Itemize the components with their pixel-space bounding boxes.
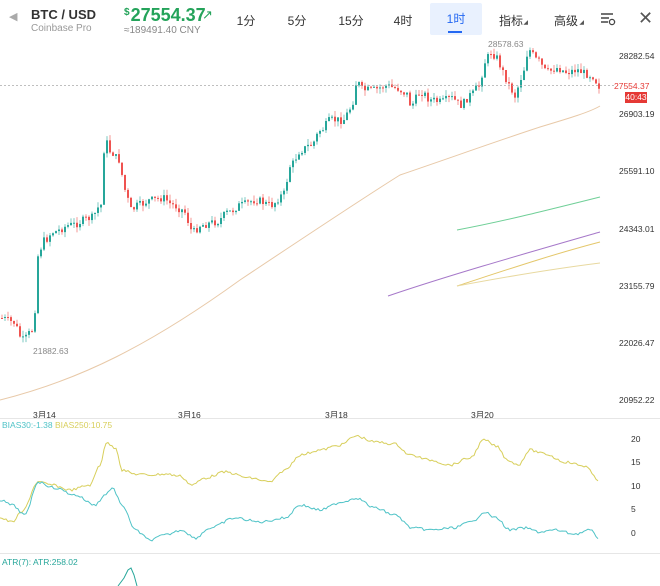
trend-up-icon: ↗ <box>202 7 213 22</box>
price-currency: $ <box>124 7 130 18</box>
pair-title: BTC / USD <box>31 7 96 22</box>
x-axis-label: 3月18 <box>325 410 348 420</box>
y-axis-label: 26903.19 <box>619 109 655 119</box>
atr-legend: ATR(7): ATR:258.02 <box>2 557 78 567</box>
bias-axis-label: 0 <box>631 528 636 538</box>
low-price-label: 21882.63 <box>33 346 69 356</box>
y-axis-label: 24343.01 <box>619 224 655 234</box>
tab-label: 指标 <box>498 14 523 28</box>
atr-indicator-chart[interactable] <box>0 566 615 586</box>
price-value: 27554.37 <box>130 5 206 25</box>
high-price-label: 28578.63 <box>488 39 524 49</box>
x-axis-label: 3月20 <box>471 410 494 420</box>
bias250-label: BIAS250:10.75 <box>54 420 113 430</box>
active-tab-indicator <box>448 31 462 33</box>
x-axis-label: 3月14 <box>33 410 56 420</box>
tab-15m[interactable]: 15分 <box>334 12 368 36</box>
bias30-label: BIAS30:-1.38 <box>2 420 53 430</box>
tab-advanced[interactable]: 高级 ◢ <box>548 12 584 36</box>
chart-settings-icon[interactable] <box>600 11 616 27</box>
y-axis-label: 20952.22 <box>619 395 655 405</box>
dropdown-triangle-icon: ◢ <box>579 20 584 26</box>
bias-indicator-chart[interactable] <box>0 430 615 550</box>
tab-label: 4时 <box>393 14 413 28</box>
y-axis-label: 23155.79 <box>619 281 655 291</box>
current-price-tag-value: 27554.37 <box>614 81 650 91</box>
bias-legend: BIAS30:-1.38 BIAS250:10.75 <box>2 420 112 430</box>
dropdown-triangle-icon: ◢ <box>523 20 528 26</box>
pane-divider <box>0 553 660 554</box>
bias-axis-label: 20 <box>631 434 641 444</box>
pane-divider <box>0 418 660 419</box>
current-price-tag: 27554.37 40:43 <box>614 80 660 103</box>
header-bar: ◀ BTC / USD Coinbase Pro $27554.37 ↗ ≈18… <box>0 0 660 42</box>
tab-label: 1分 <box>236 14 256 28</box>
cny-price: ≈189491.40 CNY <box>124 25 201 36</box>
bias-axis-label: 10 <box>631 481 641 491</box>
candle-countdown: 40:43 <box>625 92 647 103</box>
close-icon[interactable]: ✕ <box>638 8 654 28</box>
candlestick-chart[interactable] <box>0 42 615 404</box>
x-axis-label: 3月16 <box>178 410 201 420</box>
tab-1m[interactable]: 1分 <box>232 12 260 36</box>
tab-1h[interactable]: 1时 <box>430 3 482 35</box>
y-axis-label: 28282.54 <box>619 51 655 61</box>
tab-label: 高级 <box>553 14 578 28</box>
bias-axis-label: 5 <box>631 504 636 514</box>
bias-axis-label: 15 <box>631 457 641 467</box>
y-axis-label: 22026.47 <box>619 338 655 348</box>
tab-5m[interactable]: 5分 <box>282 12 312 36</box>
tab-4h[interactable]: 4时 <box>388 12 418 36</box>
tab-label: 5分 <box>287 14 307 28</box>
back-icon[interactable]: ◀ <box>9 11 18 23</box>
tab-label: 15分 <box>338 14 364 28</box>
tab-label: 1时 <box>446 12 466 26</box>
current-price: $27554.37 <box>124 5 206 26</box>
tab-indicators[interactable]: 指标 ◢ <box>494 12 528 36</box>
exchange-name: Coinbase Pro <box>31 23 92 34</box>
y-axis-label: 25591.10 <box>619 166 655 176</box>
